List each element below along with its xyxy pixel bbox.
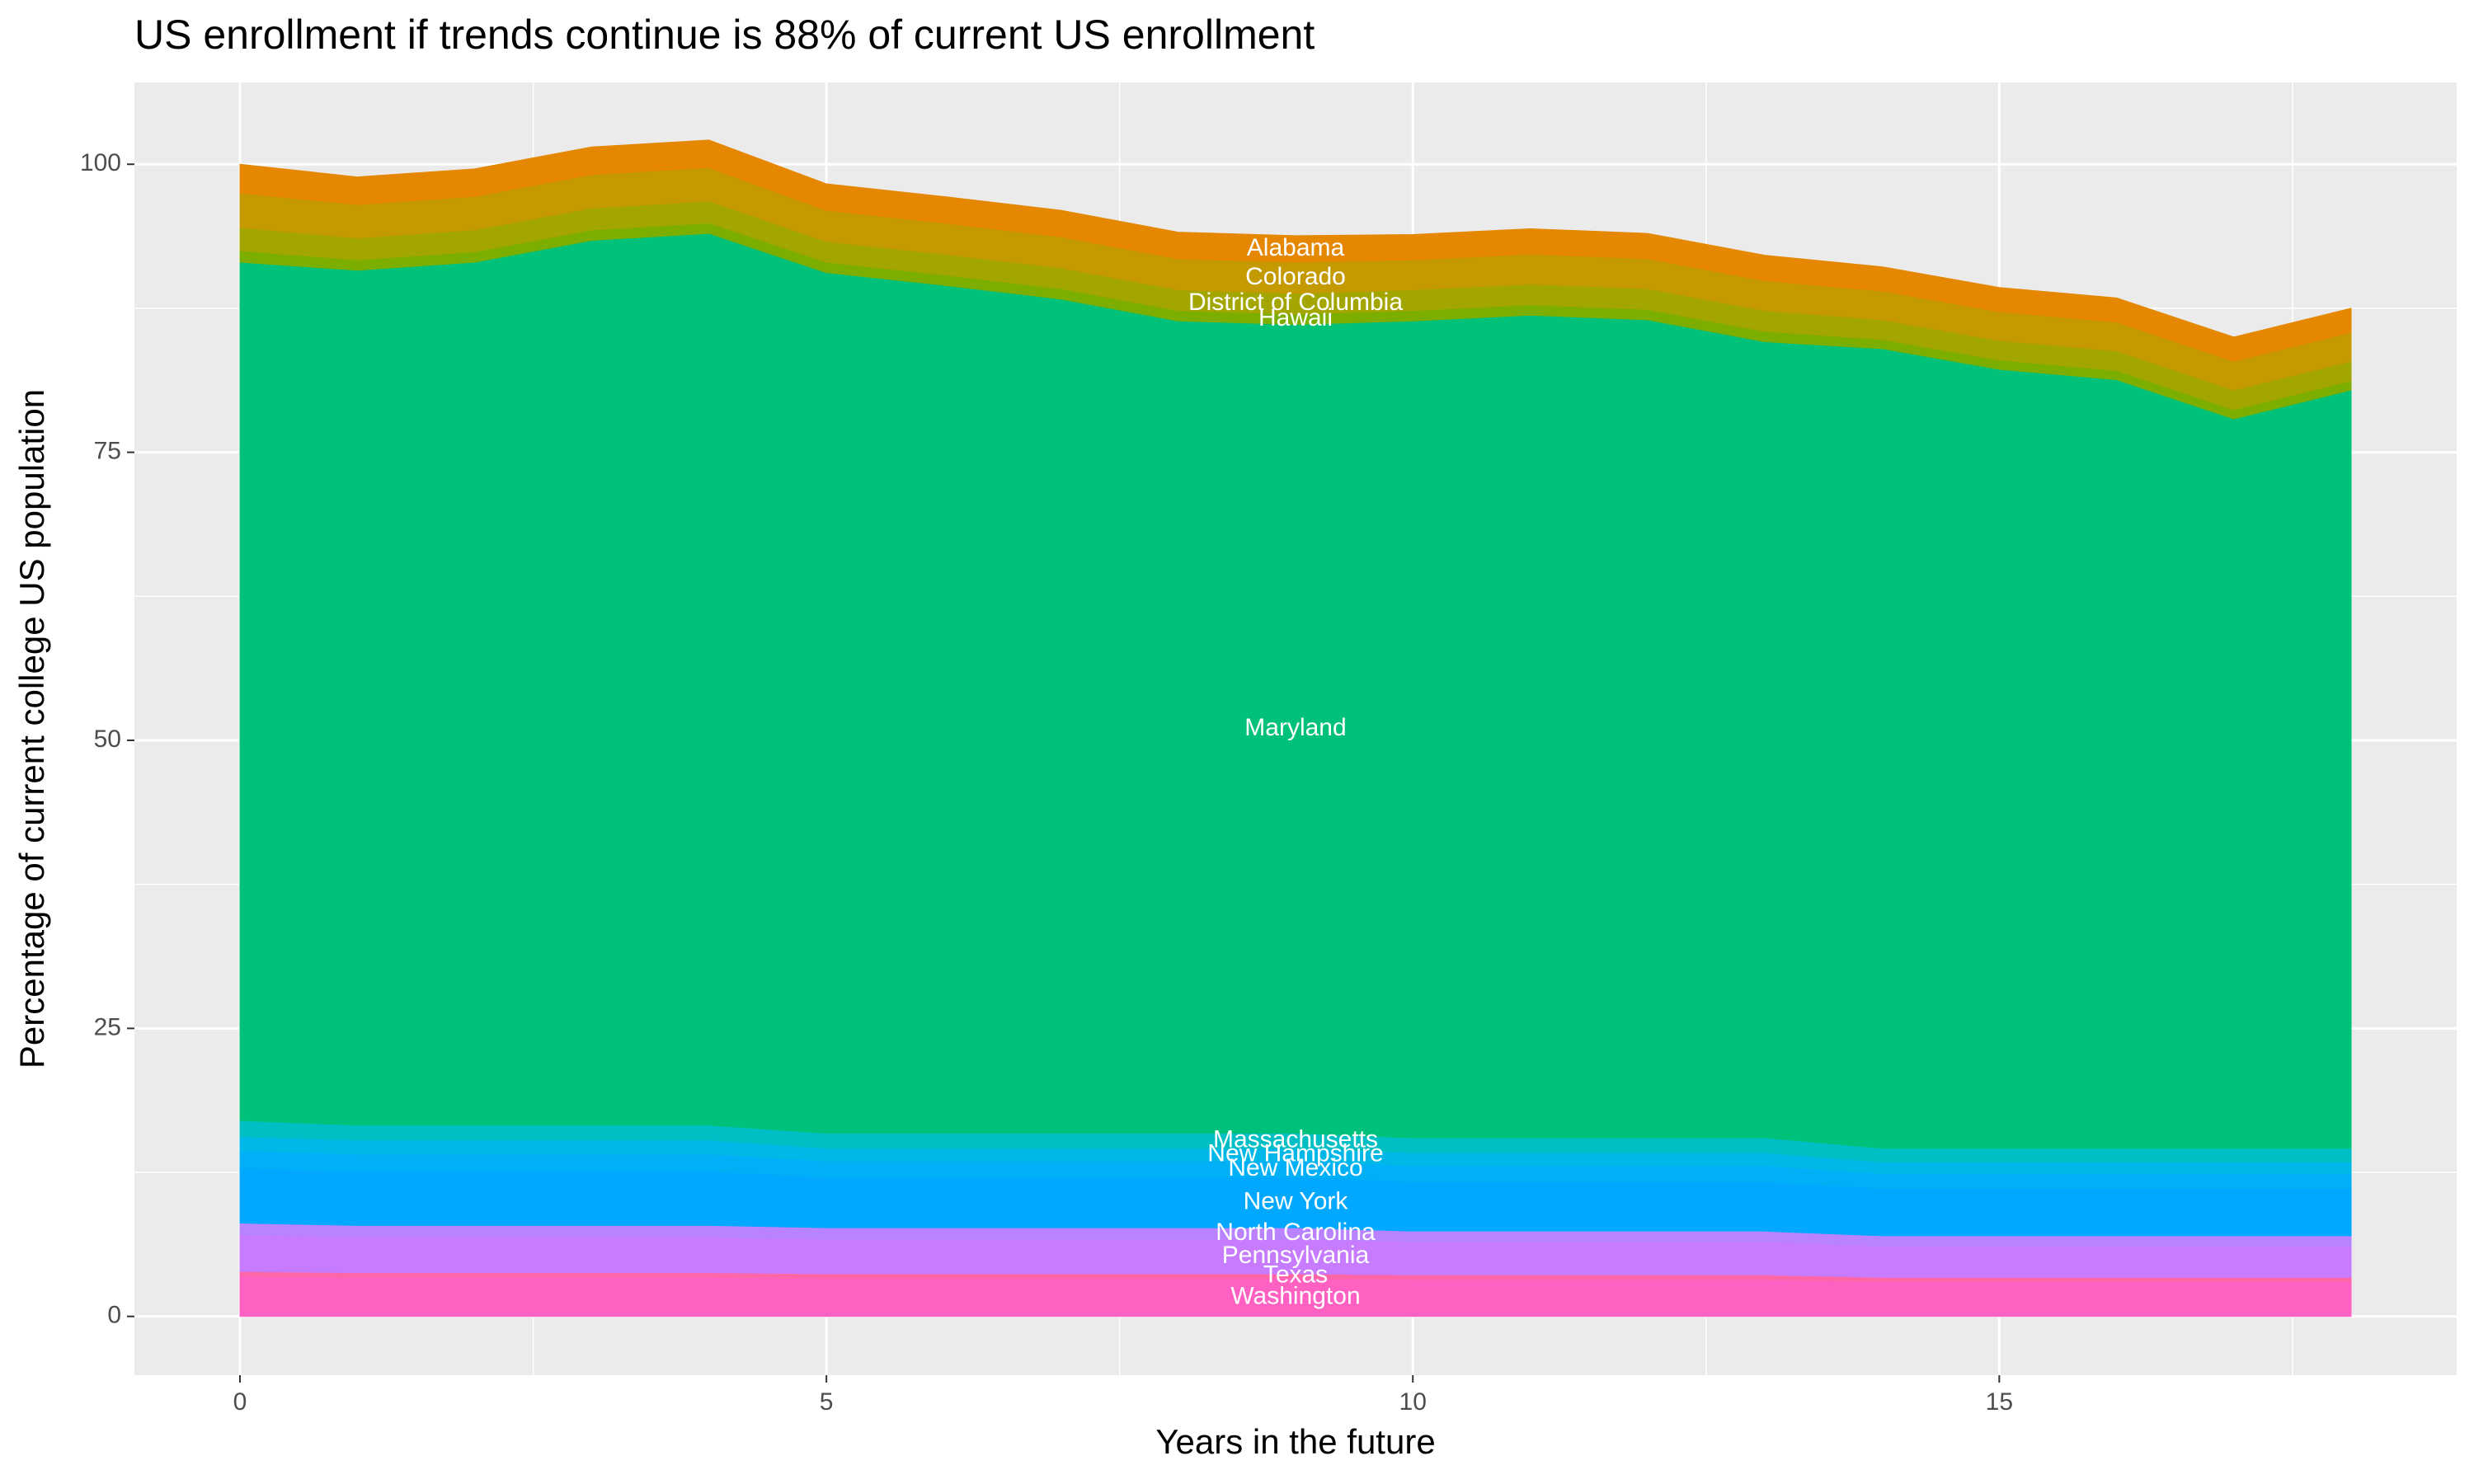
area <box>239 139 2352 362</box>
area-label: Washington <box>1230 1283 1360 1310</box>
area-label: Alabama <box>1247 234 1345 261</box>
area-label: New Mexico <box>1228 1154 1362 1181</box>
area-label: Massachusetts <box>1213 1126 1378 1153</box>
x-axis-label: Years in the future <box>1155 1422 1435 1461</box>
y-tick-label: 100 <box>80 149 121 176</box>
x-tick-label: 5 <box>820 1388 834 1416</box>
x-tick-label: 0 <box>233 1388 247 1416</box>
area-label: Texas <box>1263 1261 1328 1289</box>
area-label: Hawaii <box>1258 304 1333 331</box>
y-tick-label: 25 <box>94 1013 121 1040</box>
y-tick-label: 0 <box>107 1302 121 1329</box>
y-axis-label: Percentage of current college US populat… <box>12 389 51 1068</box>
y-tick-label: 75 <box>94 438 121 465</box>
area-label: Maryland <box>1244 714 1346 741</box>
area-label: Pennsylvania <box>1222 1242 1370 1269</box>
y-tick-label: 50 <box>94 726 121 753</box>
area-label: Colorado <box>1245 263 1346 290</box>
chart-title: US enrollment if trends continue is 88% … <box>134 12 1315 58</box>
x-tick-label: 15 <box>1986 1388 2013 1416</box>
area-label: New Hampshire <box>1207 1139 1383 1167</box>
x-tick-label: 10 <box>1399 1388 1427 1416</box>
area-label: District of Columbia <box>1188 289 1403 316</box>
area-label: North Carolina <box>1216 1219 1376 1246</box>
area-label: New York <box>1244 1187 1349 1214</box>
